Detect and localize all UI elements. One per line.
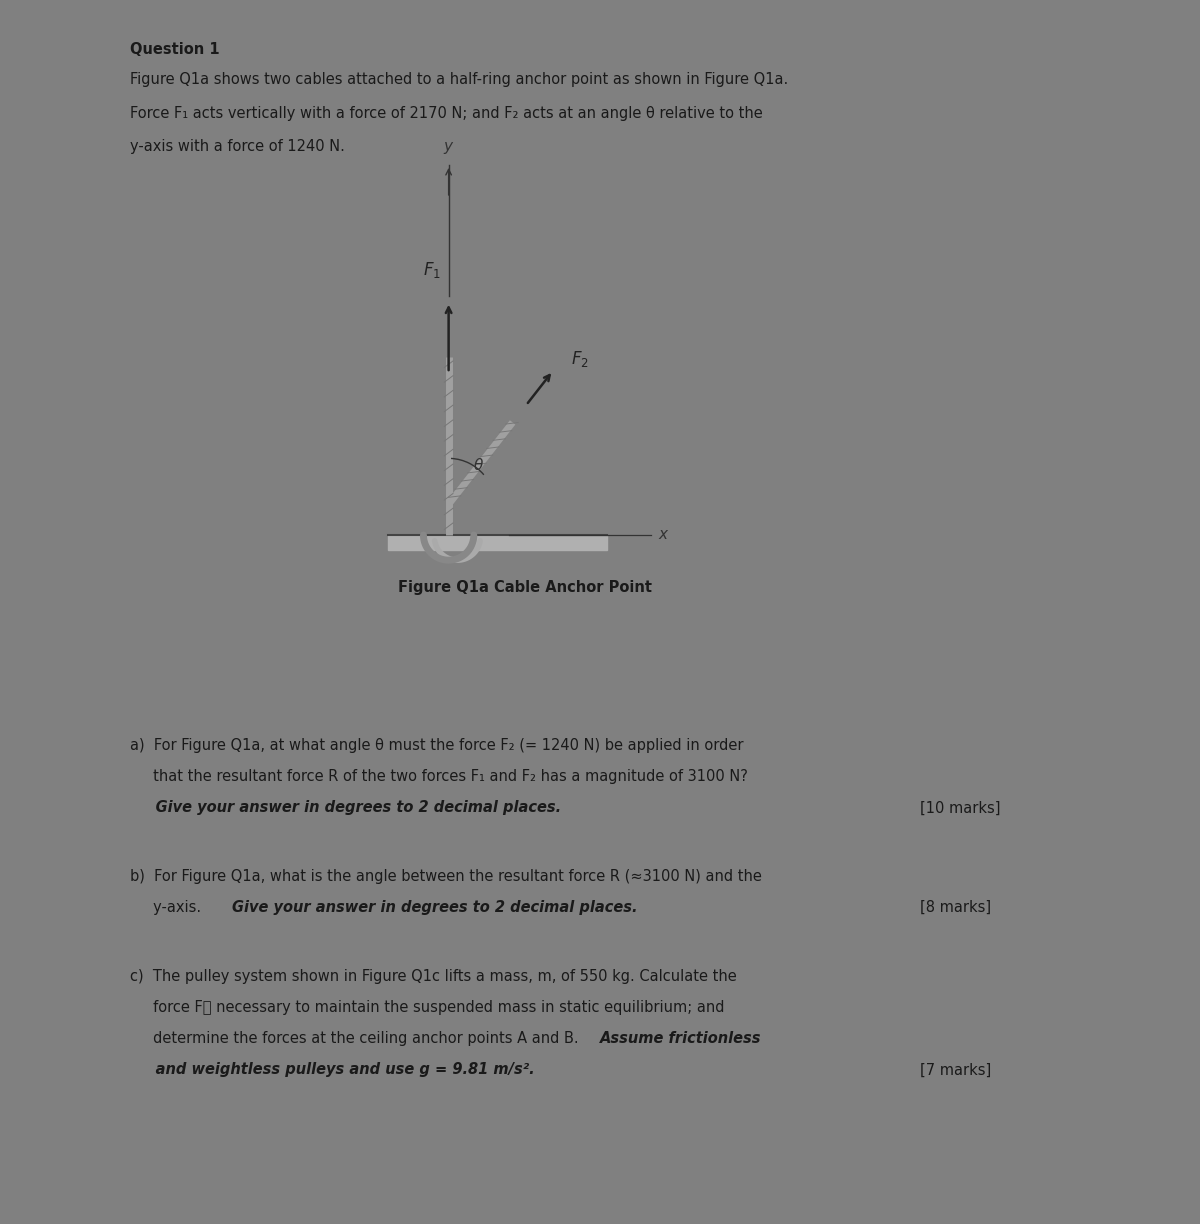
Text: b)  For Figure Q1a, what is the angle between the resultant force R (≈3100 N) an: b) For Figure Q1a, what is the angle bet…	[130, 869, 762, 884]
Text: Force F₁ acts vertically with a force of 2170 N; and F₂ acts at an angle θ relat: Force F₁ acts vertically with a force of…	[130, 105, 763, 121]
Text: [10 marks]: [10 marks]	[920, 800, 1001, 815]
Text: Give your answer in degrees to 2 decimal places.: Give your answer in degrees to 2 decimal…	[130, 800, 562, 815]
Text: $\theta$: $\theta$	[473, 457, 485, 472]
Text: and weightless pulleys and use g = 9.81 m/s².: and weightless pulleys and use g = 9.81 …	[130, 1062, 535, 1077]
Text: a)  For Figure Q1a, at what angle θ must the force F₂ (= 1240 N) be applied in o: a) For Figure Q1a, at what angle θ must …	[130, 738, 744, 753]
Text: $y$: $y$	[443, 141, 455, 157]
Text: Question 1: Question 1	[130, 42, 220, 58]
Text: [8 marks]: [8 marks]	[920, 900, 991, 916]
Text: y-axis with a force of 1240 N.: y-axis with a force of 1240 N.	[130, 140, 344, 154]
Text: $\mathit{F}_2$: $\mathit{F}_2$	[570, 349, 588, 370]
Text: force F⨺ necessary to maintain the suspended mass in static equilibrium; and: force F⨺ necessary to maintain the suspe…	[130, 1000, 725, 1015]
Text: Assume frictionless: Assume frictionless	[600, 1031, 762, 1047]
Bar	[389, 535, 607, 551]
Text: [7 marks]: [7 marks]	[920, 1062, 991, 1077]
Text: Figure Q1a shows two cables attached to a half-ring anchor point as shown in Fig: Figure Q1a shows two cables attached to …	[130, 72, 788, 87]
Text: Figure Q1a Cable Anchor Point: Figure Q1a Cable Anchor Point	[398, 580, 653, 595]
Text: that the resultant force R of the two forces F₁ and F₂ has a magnitude of 3100 N: that the resultant force R of the two fo…	[130, 769, 748, 785]
Text: y-axis.: y-axis.	[130, 900, 206, 916]
Text: $x$: $x$	[658, 528, 670, 542]
Text: $\mathit{F}_1$: $\mathit{F}_1$	[424, 259, 442, 280]
Text: determine the forces at the ceiling anchor points A and B.: determine the forces at the ceiling anch…	[130, 1031, 583, 1047]
Text: Give your answer in degrees to 2 decimal places.: Give your answer in degrees to 2 decimal…	[232, 900, 637, 916]
Text: c)  The pulley system shown in Figure Q1c lifts a mass, m, of 550 kg. Calculate : c) The pulley system shown in Figure Q1c…	[130, 968, 737, 984]
